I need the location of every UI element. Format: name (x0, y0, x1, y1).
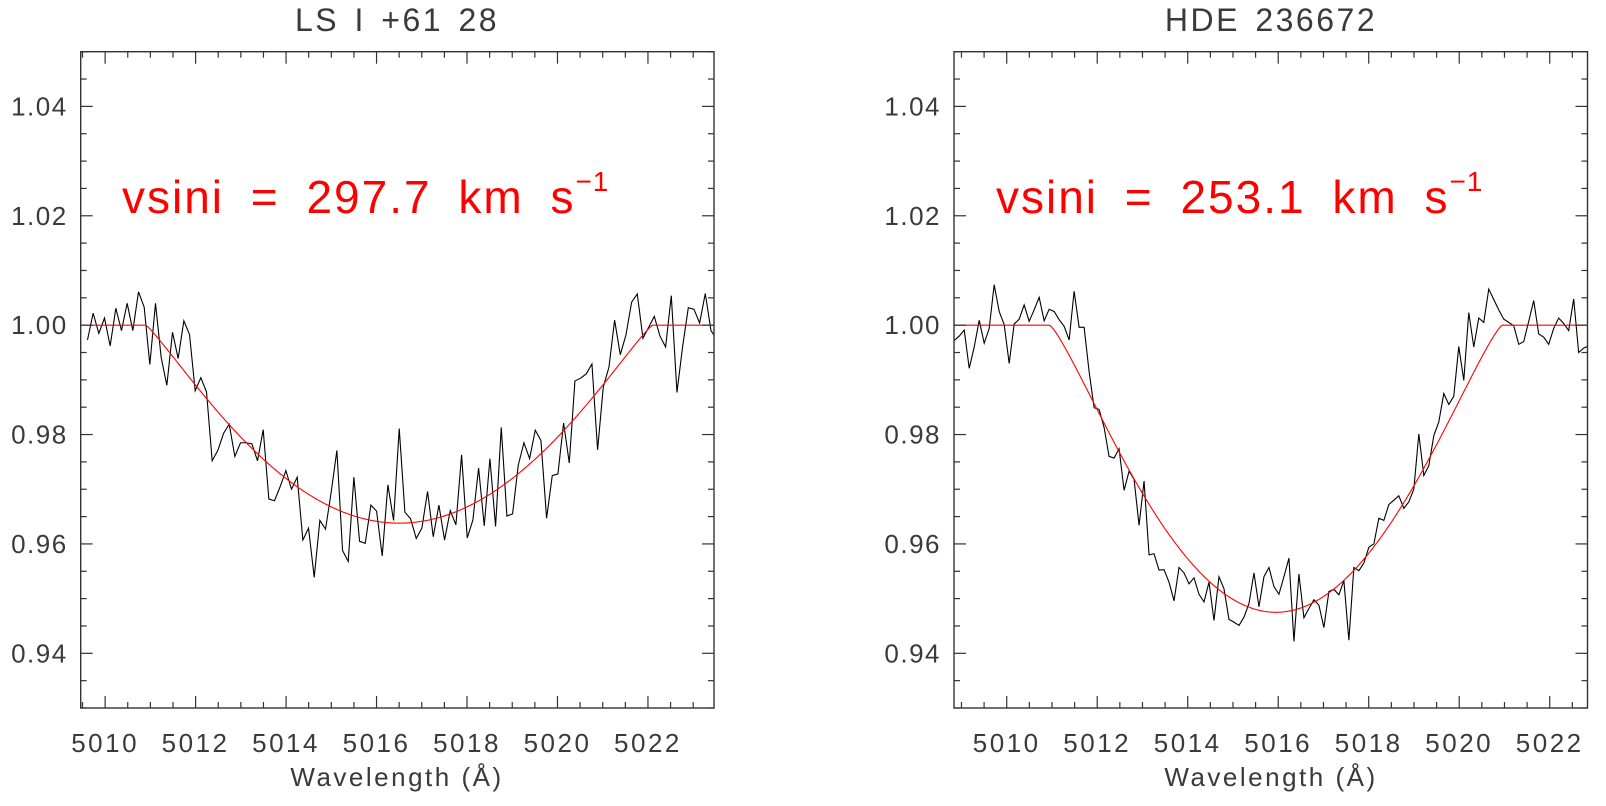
panel-1-x-tick-label: 5012 (162, 728, 230, 758)
panel-1-x-tick-label: 5014 (252, 728, 320, 758)
panel-1-y-tick-label: 0.96 (11, 529, 68, 559)
panel-1-y-tick-label: 1.00 (11, 310, 68, 340)
panel-1-x-tick-label: 5018 (433, 728, 501, 758)
panel-1-fit-line (80, 324, 714, 524)
panel-2-x-tick-label: 5016 (1244, 728, 1312, 758)
panel-1-x-tick-label: 5020 (524, 728, 592, 758)
panel-1-x-tick-label: 5010 (71, 728, 139, 758)
panel-2-fit-line (954, 324, 1588, 613)
panel-1-x-tick-label: 5016 (343, 728, 411, 758)
panel-1-observed-spectrum-line (86, 291, 714, 578)
panel-2-plot: 5010 5012 5014 5016 5018 5020 5022 0.94 0.96 0.98… (884, 51, 1589, 758)
panel-2-y-tick-label: 1.02 (884, 201, 941, 231)
panel-1-y-tick-label: 0.94 (11, 638, 68, 668)
panel-2-observed-spectrum-line (954, 284, 1588, 642)
panel-1-vsini-annotation: vsini = 297.7 km s−1 (122, 166, 609, 224)
panel-1-x-axis-label: Wavelength (Å) (290, 762, 504, 792)
panel-2-y-tick-label: 0.94 (884, 638, 941, 668)
panel-2-axes-frame (953, 51, 1589, 709)
panel-2-vsini-superscript: −1 (1449, 165, 1484, 197)
panel-2-y-tick-label: 1.04 (884, 91, 941, 121)
panel-2-y-tick-label: 0.96 (884, 529, 941, 559)
panel-1-y-tick-label: 1.02 (11, 201, 68, 231)
panel-1-title: LS I +61 28 (294, 2, 500, 38)
panel-2-y-tick-label: 0.98 (884, 420, 941, 450)
panel-1-vsini-text: vsini = 297.7 km s (122, 171, 576, 223)
panel-1-y-tick-label: 0.98 (11, 420, 68, 450)
panel-2-x-tick-label: 5022 (1516, 728, 1584, 758)
panel-2-x-tick-label: 5012 (1063, 728, 1131, 758)
panel-2-y-tick-label: 1.00 (884, 310, 941, 340)
panel-2-title: HDE 236672 (1164, 2, 1378, 38)
panel-2-x-tick-label: 5014 (1154, 728, 1222, 758)
panel-1-vsini-superscript: −1 (575, 165, 610, 197)
panel-2-x-tick-label: 5020 (1425, 728, 1493, 758)
panel-1-x-tick-label: 5022 (614, 728, 682, 758)
panel-1-y-tick-label: 1.04 (11, 91, 68, 121)
panel-1-plot: 5010 5012 5014 5016 5018 5020 5022 0.94 0.96 0.98… (11, 51, 715, 758)
panel-2-vsini-text: vsini = 253.1 km s (996, 171, 1450, 223)
panel-2-x-tick-label: 5010 (973, 728, 1041, 758)
panel-2-x-tick-label: 5018 (1335, 728, 1403, 758)
panel-2-vsini-annotation: vsini = 253.1 km s−1 (996, 166, 1483, 224)
panel-2-x-axis-label: Wavelength (Å) (1164, 762, 1378, 792)
panel-1-axes-frame (79, 51, 715, 709)
